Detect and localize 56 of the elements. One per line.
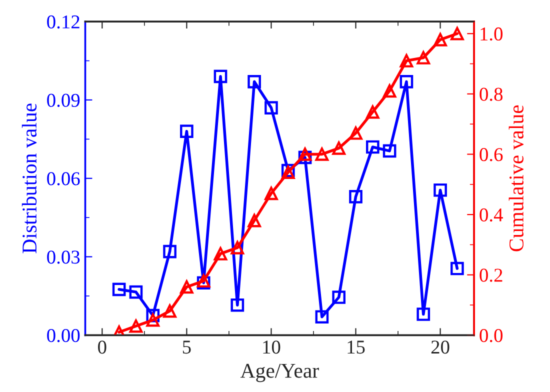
point — [400, 54, 414, 68]
point — [248, 75, 261, 88]
point — [434, 32, 447, 46]
x-tick-label: 0 — [98, 340, 106, 354]
point — [434, 183, 447, 197]
y2-tick-label: 0.0 — [480, 328, 503, 342]
point — [366, 105, 380, 119]
point — [315, 310, 329, 324]
point — [298, 150, 312, 164]
point — [129, 285, 143, 299]
point — [214, 70, 228, 84]
y-tick-label: 0.12 — [47, 15, 80, 29]
y2-tick-label: 0.4 — [480, 208, 503, 222]
point — [163, 244, 176, 258]
point — [332, 290, 346, 304]
point — [112, 282, 126, 296]
point — [180, 124, 194, 138]
point — [315, 148, 329, 161]
x-tick-label: 10 — [263, 340, 280, 354]
point — [366, 140, 380, 154]
y2-tick-label: 1.0 — [480, 27, 503, 41]
point — [416, 51, 430, 64]
point — [264, 101, 278, 114]
point — [349, 126, 362, 140]
point — [382, 84, 396, 98]
y2-tick-label: 0.6 — [480, 148, 503, 162]
point — [214, 247, 228, 260]
text: 0.00 — [47, 328, 80, 342]
point — [298, 148, 312, 161]
point — [450, 262, 464, 276]
point — [146, 313, 160, 327]
x-axis-title: Age/Year — [240, 364, 319, 382]
y-tick-label: 0.09 — [47, 94, 80, 107]
point — [248, 214, 261, 228]
y-tick-label: 0.03 — [47, 250, 80, 264]
point — [129, 319, 143, 333]
point — [264, 186, 278, 200]
x-tick-label: 5 — [182, 340, 191, 354]
point — [180, 280, 194, 294]
point — [230, 298, 244, 312]
y2-axis-title: Cumulative value — [508, 105, 524, 252]
point — [416, 308, 430, 321]
point — [382, 144, 396, 158]
x-tick-label: 15 — [348, 340, 365, 354]
point — [230, 241, 244, 254]
point — [349, 190, 362, 204]
y-axis-title: Distribution value — [22, 104, 37, 254]
point — [400, 75, 414, 88]
y-tick-label: 0.06 — [47, 172, 80, 186]
y2-tick-label: 0.2 — [480, 268, 502, 282]
point — [450, 26, 464, 40]
point — [332, 142, 346, 155]
point — [163, 304, 176, 318]
x-tick-label: 20 — [431, 340, 450, 354]
point — [146, 308, 160, 322]
y2-tick-label: 0.8 — [480, 88, 503, 101]
